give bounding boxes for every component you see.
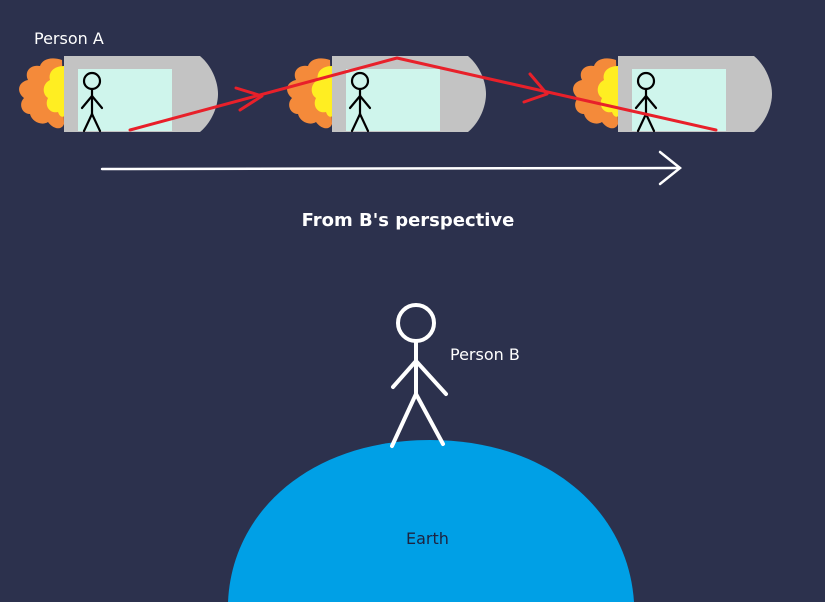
person-b-label: Person B xyxy=(450,345,520,364)
light-path xyxy=(128,56,718,132)
light-path-arrow-2 xyxy=(522,72,549,104)
arrow-right-icon xyxy=(658,150,683,186)
motion-arrow xyxy=(100,150,683,186)
person-b-head xyxy=(396,303,436,343)
diagram-title: From B's perspective xyxy=(302,210,515,231)
earth-label: Earth xyxy=(406,529,449,548)
light-path-arrow-1 xyxy=(234,86,264,112)
earth-shape xyxy=(228,440,634,602)
rocket-ship-2 xyxy=(285,54,488,134)
rocket-ship-1 xyxy=(17,54,220,134)
person-a-label: Person A xyxy=(34,29,104,48)
person-b-figure xyxy=(390,303,448,448)
